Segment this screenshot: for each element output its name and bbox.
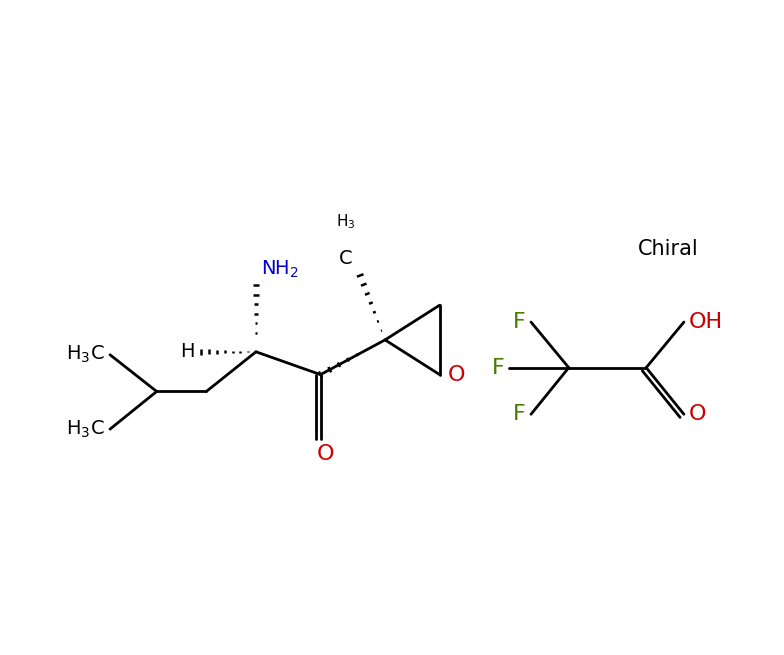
Text: H$_3$C: H$_3$C (67, 419, 105, 440)
Text: O: O (689, 404, 706, 424)
Text: F: F (514, 312, 526, 332)
Text: OH: OH (689, 312, 723, 332)
Text: H$_3$C: H$_3$C (67, 344, 105, 365)
Text: O: O (317, 444, 334, 464)
Text: F: F (514, 404, 526, 424)
Text: Chiral: Chiral (638, 238, 699, 259)
Text: F: F (492, 358, 504, 378)
Text: H: H (180, 343, 194, 362)
Text: O: O (448, 365, 465, 384)
Text: NH$_2$: NH$_2$ (261, 259, 299, 280)
Text: H$_3$: H$_3$ (336, 212, 355, 231)
Text: C: C (339, 249, 352, 268)
